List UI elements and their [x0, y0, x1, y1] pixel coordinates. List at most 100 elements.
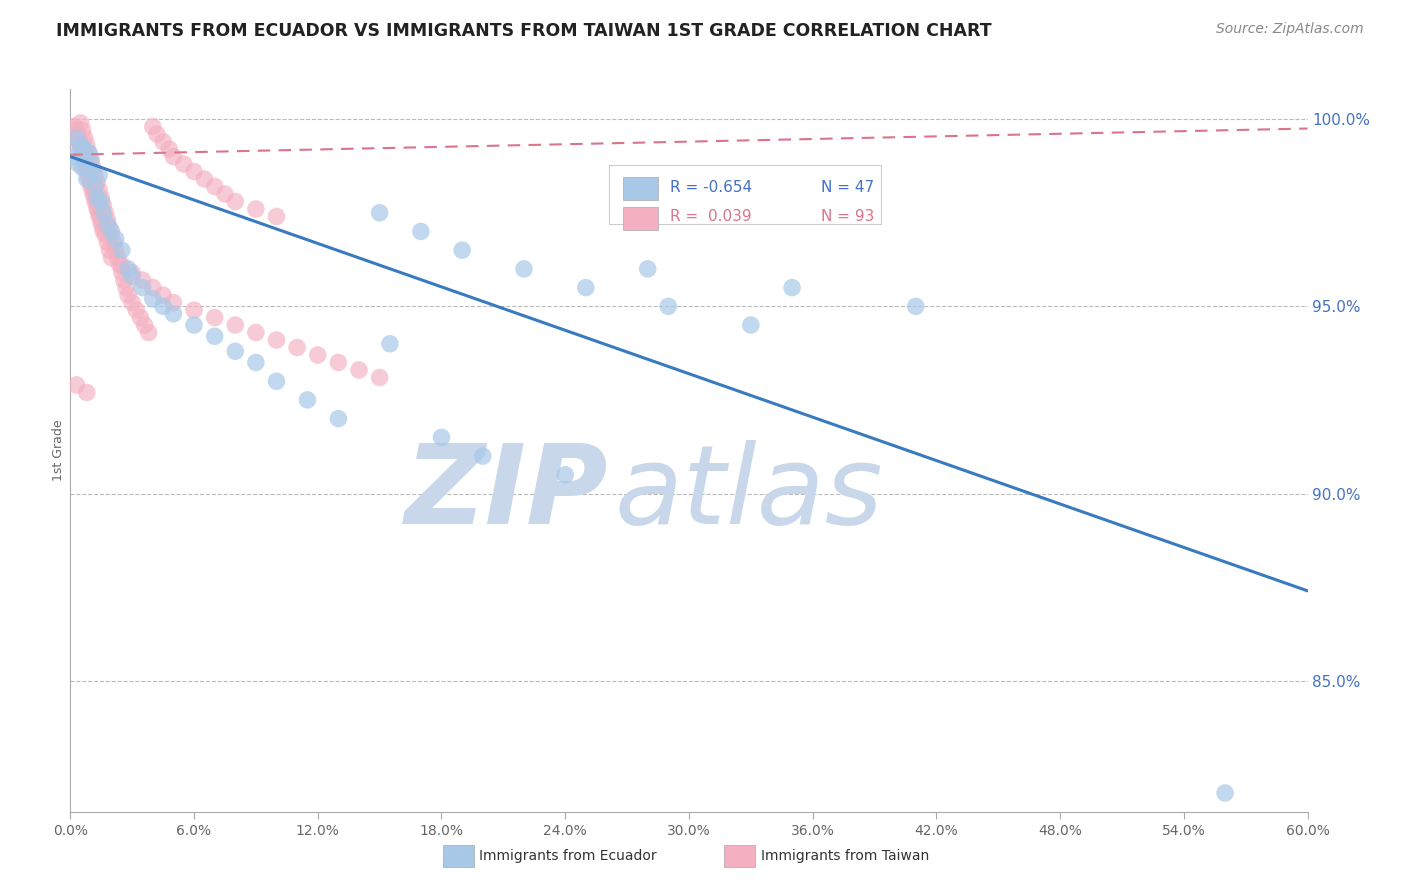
Point [89, 183, 111, 197]
Point [204, 179, 226, 194]
Point [108, 258, 131, 272]
Point [104, 243, 127, 257]
Point [111, 243, 134, 257]
Point [103, 235, 125, 250]
Point [183, 303, 205, 318]
Point [90, 194, 112, 209]
Point [65, 123, 87, 137]
Point [214, 187, 236, 202]
Point [80, 179, 103, 194]
Point [183, 164, 205, 178]
Point [121, 269, 143, 284]
Point [224, 194, 246, 209]
Point [368, 370, 391, 384]
Point [80, 153, 103, 168]
Point [63, 120, 86, 134]
Point [65, 127, 87, 141]
Point [430, 430, 453, 444]
Point [245, 326, 267, 340]
Point [138, 326, 160, 340]
Point [72, 145, 94, 160]
Point [129, 310, 152, 325]
Text: N = 93: N = 93 [821, 210, 875, 225]
Point [121, 295, 143, 310]
Text: Source: ZipAtlas.com: Source: ZipAtlas.com [1216, 22, 1364, 37]
Point [73, 131, 96, 145]
Point [193, 172, 215, 186]
Point [347, 363, 370, 377]
Point [266, 374, 288, 388]
Point [76, 164, 98, 178]
Point [162, 295, 184, 310]
Point [94, 205, 117, 219]
Point [76, 161, 98, 175]
Text: ZIP: ZIP [405, 441, 609, 548]
Point [204, 310, 226, 325]
Point [77, 172, 100, 186]
Point [84, 194, 107, 209]
Point [69, 138, 91, 153]
Point [409, 224, 432, 238]
Point [90, 191, 112, 205]
Point [91, 205, 114, 219]
Point [77, 145, 100, 160]
Point [121, 266, 143, 280]
Point [69, 116, 91, 130]
Point [224, 318, 246, 332]
FancyBboxPatch shape [609, 165, 880, 224]
Point [84, 169, 107, 183]
Point [575, 280, 598, 294]
Y-axis label: 1st Grade: 1st Grade [52, 419, 65, 482]
Point [67, 157, 90, 171]
Point [152, 288, 174, 302]
Point [84, 179, 107, 194]
Point [67, 131, 90, 145]
Point [72, 161, 94, 175]
Point [98, 220, 121, 235]
Text: R = -0.654: R = -0.654 [671, 180, 752, 194]
Point [115, 280, 138, 294]
Point [72, 150, 94, 164]
Point [82, 187, 104, 202]
Point [368, 205, 391, 219]
Point [80, 176, 103, 190]
Point [152, 135, 174, 149]
Point [112, 273, 135, 287]
Point [90, 213, 112, 227]
Point [86, 202, 108, 216]
Point [77, 169, 100, 183]
Text: Immigrants from Ecuador: Immigrants from Ecuador [479, 849, 657, 863]
Point [328, 355, 350, 369]
Point [91, 198, 114, 212]
Point [89, 205, 111, 219]
Point [1213, 786, 1236, 800]
Point [266, 333, 288, 347]
Point [117, 261, 139, 276]
Text: R =  0.039: R = 0.039 [671, 210, 752, 225]
Point [100, 228, 122, 243]
Point [204, 329, 226, 343]
Point [100, 251, 122, 265]
Point [117, 288, 139, 302]
Bar [623, 207, 658, 230]
Point [513, 261, 536, 276]
Point [89, 210, 111, 224]
Point [328, 411, 350, 425]
Point [73, 142, 96, 156]
Point [245, 355, 267, 369]
Point [82, 183, 104, 197]
Point [162, 150, 184, 164]
Point [162, 307, 184, 321]
Point [86, 191, 108, 205]
Point [142, 280, 165, 294]
Point [146, 127, 169, 141]
Point [96, 217, 118, 231]
Point [65, 378, 87, 392]
Point [657, 299, 679, 313]
Point [142, 292, 165, 306]
Point [82, 164, 104, 178]
Point [297, 392, 319, 407]
Point [100, 224, 122, 238]
Point [285, 341, 308, 355]
Point [77, 145, 100, 160]
